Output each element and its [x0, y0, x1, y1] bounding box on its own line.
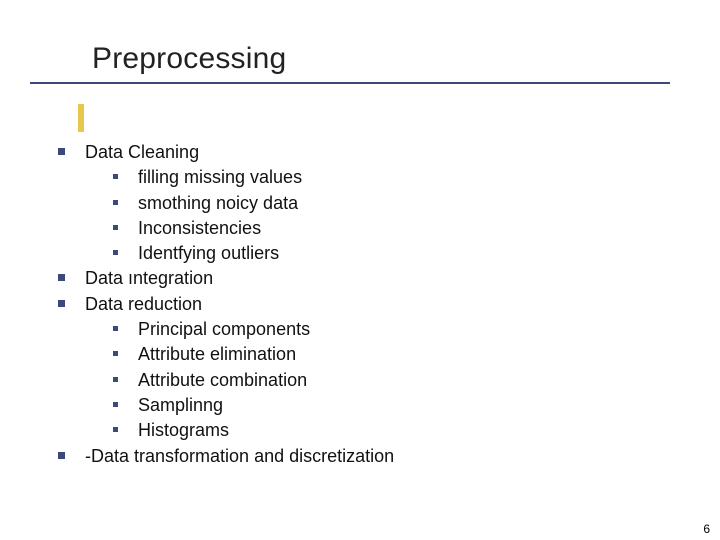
- bullet-icon: [113, 200, 118, 205]
- bullet-icon: [113, 427, 118, 432]
- title-accent-bar: [78, 104, 84, 132]
- list-subitem: Inconsistencies: [113, 216, 394, 240]
- list-subitem: Principal components: [113, 317, 394, 341]
- slide-title: Preprocessing: [92, 42, 670, 76]
- list-subitem: smothing noicy data: [113, 191, 394, 215]
- list-subitem: filling missing values: [113, 165, 394, 189]
- list-subitem-label: Inconsistencies: [138, 216, 261, 240]
- list-subitem: Attribute elimination: [113, 342, 394, 366]
- bullet-icon: [113, 402, 118, 407]
- bullet-icon: [58, 300, 65, 307]
- bullet-icon: [113, 351, 118, 356]
- list-subitem: Identfying outliers: [113, 241, 394, 265]
- list-item: Data reduction: [58, 292, 394, 316]
- list-subitem-label: Histograms: [138, 418, 229, 442]
- list-item: Data ıntegration: [58, 266, 394, 290]
- bullet-icon: [58, 148, 65, 155]
- list-item-label: -Data transformation and discretization: [85, 444, 394, 468]
- bullet-icon: [113, 225, 118, 230]
- bullet-icon: [113, 250, 118, 255]
- list-item: -Data transformation and discretization: [58, 444, 394, 468]
- list-subitem-label: filling missing values: [138, 165, 302, 189]
- list-subitem-label: Identfying outliers: [138, 241, 279, 265]
- list-subitem-label: Attribute elimination: [138, 342, 296, 366]
- list-subitem-label: smothing noicy data: [138, 191, 298, 215]
- page-number: 6: [703, 522, 710, 536]
- list-item-label: Data reduction: [85, 292, 202, 316]
- list-subitem-label: Samplinng: [138, 393, 223, 417]
- body-content: Data Cleaning filling missing values smo…: [58, 140, 394, 469]
- list-item-label: Data ıntegration: [85, 266, 213, 290]
- bullet-icon: [58, 452, 65, 459]
- title-block: Preprocessing: [30, 42, 670, 84]
- list-subitem-label: Principal components: [138, 317, 310, 341]
- bullet-icon: [113, 174, 118, 179]
- bullet-icon: [113, 377, 118, 382]
- bullet-icon: [113, 326, 118, 331]
- slide: Preprocessing Data Cleaning filling miss…: [0, 0, 720, 540]
- list-subitem: Histograms: [113, 418, 394, 442]
- title-underline: [30, 82, 670, 84]
- list-item: Data Cleaning: [58, 140, 394, 164]
- list-item-label: Data Cleaning: [85, 140, 199, 164]
- list-subitem-label: Attribute combination: [138, 368, 307, 392]
- list-subitem: Samplinng: [113, 393, 394, 417]
- bullet-icon: [58, 274, 65, 281]
- list-subitem: Attribute combination: [113, 368, 394, 392]
